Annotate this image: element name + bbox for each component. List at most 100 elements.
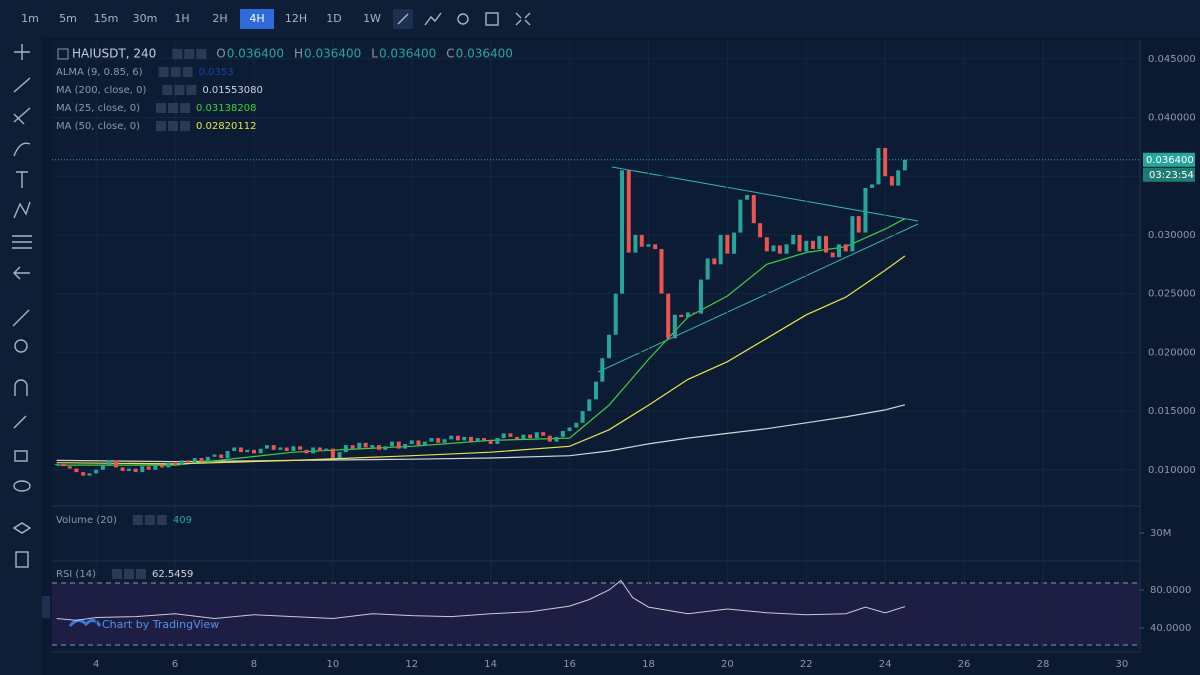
candle xyxy=(488,440,493,444)
legend-button[interactable] xyxy=(170,67,181,77)
candle xyxy=(377,445,382,450)
legend-button[interactable] xyxy=(132,515,143,525)
interval-button[interactable]: 4H xyxy=(249,12,264,25)
legend-button[interactable] xyxy=(123,569,134,579)
zoom-tool[interactable] xyxy=(14,339,28,353)
candle xyxy=(258,448,263,454)
price-tag xyxy=(1143,152,1195,167)
legend-button[interactable] xyxy=(180,121,191,131)
y-tick-label: 0.040000 xyxy=(1148,113,1196,124)
candle xyxy=(199,458,204,462)
delete-tool[interactable] xyxy=(15,551,29,568)
pen-icon xyxy=(397,13,409,25)
candle xyxy=(712,258,717,265)
settings-icon[interactable] xyxy=(457,13,469,25)
legend-button[interactable] xyxy=(135,569,146,579)
magnet-tool[interactable] xyxy=(14,379,28,396)
lock-draw-tool[interactable] xyxy=(13,415,27,429)
legend-button[interactable] xyxy=(168,121,179,131)
candle xyxy=(330,448,335,459)
x-tick-label: 24 xyxy=(879,659,892,670)
interval-button[interactable]: 30m xyxy=(133,12,158,25)
text-tool[interactable] xyxy=(16,171,28,188)
legend-button[interactable] xyxy=(196,49,207,59)
interval-button[interactable]: 5m xyxy=(59,12,77,25)
arrow-tool[interactable] xyxy=(13,266,30,280)
pattern-tool[interactable] xyxy=(13,201,31,219)
legend-button[interactable] xyxy=(144,515,155,525)
ohlc-value: 0.036400 xyxy=(456,47,513,61)
candle xyxy=(166,462,171,468)
symbol-icon[interactable] xyxy=(57,48,69,60)
candle xyxy=(528,434,533,439)
fullscreen-icon[interactable] xyxy=(515,12,531,26)
candle xyxy=(54,463,59,465)
candle xyxy=(107,460,112,466)
legend-button[interactable] xyxy=(156,121,167,131)
candle xyxy=(607,334,612,359)
interval-button[interactable]: 1H xyxy=(174,12,189,25)
legend-button[interactable] xyxy=(158,67,169,77)
candle xyxy=(212,454,217,457)
indicator-value: 62.5459 xyxy=(152,569,193,580)
drawing-tools[interactable] xyxy=(12,44,50,618)
candle xyxy=(186,460,191,463)
interval-button[interactable]: 12H xyxy=(285,12,307,25)
active-interval xyxy=(240,9,274,29)
interval-button[interactable]: 2H xyxy=(212,12,227,25)
candle xyxy=(126,468,131,471)
collapse-button[interactable] xyxy=(42,596,50,618)
volume-tick-label: 30M xyxy=(1150,528,1171,539)
interval-button[interactable]: 1D xyxy=(326,12,341,25)
lock-tool[interactable] xyxy=(14,450,28,462)
interval-button[interactable]: 1W xyxy=(363,12,381,25)
candle xyxy=(304,449,309,454)
candle xyxy=(580,411,585,423)
rsi-band xyxy=(52,583,1140,645)
legend-button[interactable] xyxy=(186,85,197,95)
watermark: Chart by TradingView xyxy=(102,618,219,631)
fib-tool[interactable] xyxy=(13,107,31,125)
interval-button[interactable]: 1m xyxy=(21,12,39,25)
projection-tool[interactable] xyxy=(12,235,32,249)
indicator-icon[interactable] xyxy=(424,12,442,26)
save-icon[interactable] xyxy=(485,12,499,26)
legend-button[interactable] xyxy=(168,103,179,113)
brush-tool[interactable] xyxy=(13,142,31,157)
candle xyxy=(245,449,250,453)
candle xyxy=(745,195,750,200)
candle xyxy=(626,170,631,253)
legend-button[interactable] xyxy=(184,49,195,59)
candle xyxy=(633,234,638,253)
interval-button[interactable]: 15m xyxy=(94,12,119,25)
candle xyxy=(784,244,789,254)
candle xyxy=(639,234,644,247)
measure-tool[interactable] xyxy=(12,309,30,327)
layers-tool[interactable] xyxy=(12,522,32,534)
candle xyxy=(896,170,901,186)
legend-button[interactable] xyxy=(182,67,193,77)
crosshair-tool[interactable] xyxy=(14,44,30,60)
candle xyxy=(751,195,756,224)
rsi-line xyxy=(56,579,906,621)
legend-button[interactable] xyxy=(180,103,191,113)
candle xyxy=(462,436,467,441)
candle xyxy=(133,468,138,473)
legend-button[interactable] xyxy=(162,85,173,95)
ohlc-key: O xyxy=(216,47,225,61)
candle xyxy=(160,465,165,468)
top-icons[interactable] xyxy=(393,9,531,29)
candle xyxy=(219,454,224,459)
legend-button[interactable] xyxy=(156,103,167,113)
legend-button[interactable] xyxy=(111,569,122,579)
candle xyxy=(567,427,572,432)
legend-button[interactable] xyxy=(156,515,167,525)
candle xyxy=(350,445,355,449)
left-toolbar xyxy=(0,38,42,675)
legend-button[interactable] xyxy=(172,49,183,59)
visibility-tool[interactable] xyxy=(13,480,31,492)
legend-button[interactable] xyxy=(174,85,185,95)
trendline-tool[interactable] xyxy=(13,77,31,93)
candle xyxy=(278,447,283,450)
